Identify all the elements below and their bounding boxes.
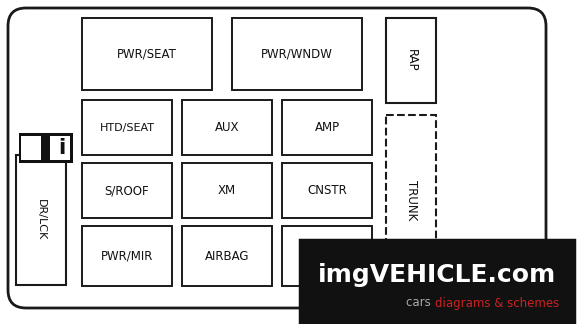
Bar (21, 136, 41, 160)
Bar (182, 163, 272, 218)
Bar (82, 100, 172, 155)
Bar (282, 100, 372, 155)
Bar (19, 133, 44, 163)
Text: TRUNK: TRUNK (404, 180, 417, 220)
FancyBboxPatch shape (8, 8, 546, 308)
Text: S/ROOF: S/ROOF (105, 184, 150, 197)
Bar (182, 100, 272, 155)
Bar (386, 18, 436, 103)
Text: CNSTR: CNSTR (307, 184, 347, 197)
Text: AUX: AUX (215, 121, 239, 134)
Text: HTD/SEAT: HTD/SEAT (100, 122, 154, 133)
Text: AMP: AMP (314, 121, 339, 134)
Text: XM: XM (218, 184, 236, 197)
Text: DR/LCK: DR/LCK (36, 199, 46, 241)
Bar (300, 240, 574, 324)
Text: AIRBAG: AIRBAG (205, 249, 249, 262)
Text: TRUNK: TRUNK (307, 249, 347, 262)
Bar (82, 163, 172, 218)
Bar (182, 226, 272, 286)
Bar (82, 226, 172, 286)
Text: cars: cars (406, 296, 435, 309)
Bar (282, 226, 372, 286)
Text: imgVEHICLE.com: imgVEHICLE.com (318, 263, 556, 287)
Bar (16, 155, 66, 285)
Bar (48, 133, 73, 163)
Text: PWR/MIR: PWR/MIR (101, 249, 153, 262)
Text: diagrams & schemes: diagrams & schemes (435, 296, 559, 309)
Text: PWR/SEAT: PWR/SEAT (117, 48, 177, 61)
Bar (50, 136, 70, 160)
Bar (232, 18, 362, 90)
Text: RAP: RAP (404, 49, 417, 72)
Bar (282, 163, 372, 218)
Bar (82, 18, 212, 90)
Bar (43, 133, 49, 163)
Text: PWR/WNDW: PWR/WNDW (261, 48, 333, 61)
Text: i: i (58, 138, 65, 158)
Bar (386, 115, 436, 285)
